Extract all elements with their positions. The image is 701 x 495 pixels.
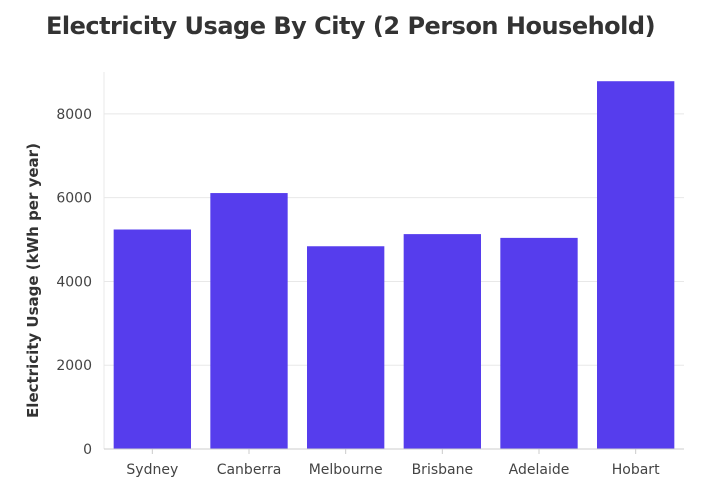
bar-hobart[interactable] — [597, 81, 675, 450]
bar-brisbane[interactable] — [403, 234, 481, 449]
x-tick-label: Brisbane — [412, 462, 474, 478]
bar-canberra[interactable] — [210, 193, 288, 449]
y-tick-label: 6000 — [56, 191, 92, 207]
x-tick-label: Sydney — [126, 462, 178, 478]
y-tick-label: 2000 — [56, 358, 92, 374]
x-tick-label: Hobart — [612, 462, 660, 478]
y-tick-label: 8000 — [56, 107, 92, 123]
axes: 0 2000 4000 6000 8000 Sydney Canberra Melbourne… — [56, 72, 684, 478]
bar-sydney[interactable] — [113, 229, 191, 449]
chart-title: Electricity Usage By City (2 Person Hous… — [45, 12, 656, 40]
y-tick-label: 0 — [83, 442, 92, 458]
x-tick-label: Canberra — [217, 462, 282, 478]
gridlines — [104, 113, 684, 366]
bar-adelaide[interactable] — [500, 237, 578, 449]
bars — [113, 81, 675, 450]
y-tick-label: 4000 — [56, 274, 92, 290]
y-axis-title: Electricity Usage (kWh per year) — [24, 143, 42, 418]
x-tick-label: Adelaide — [509, 462, 570, 478]
bar-melbourne[interactable] — [307, 246, 385, 449]
x-tick-label: Melbourne — [309, 462, 383, 478]
